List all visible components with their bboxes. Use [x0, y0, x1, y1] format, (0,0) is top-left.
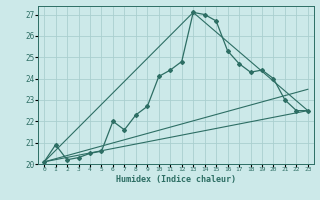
X-axis label: Humidex (Indice chaleur): Humidex (Indice chaleur)	[116, 175, 236, 184]
